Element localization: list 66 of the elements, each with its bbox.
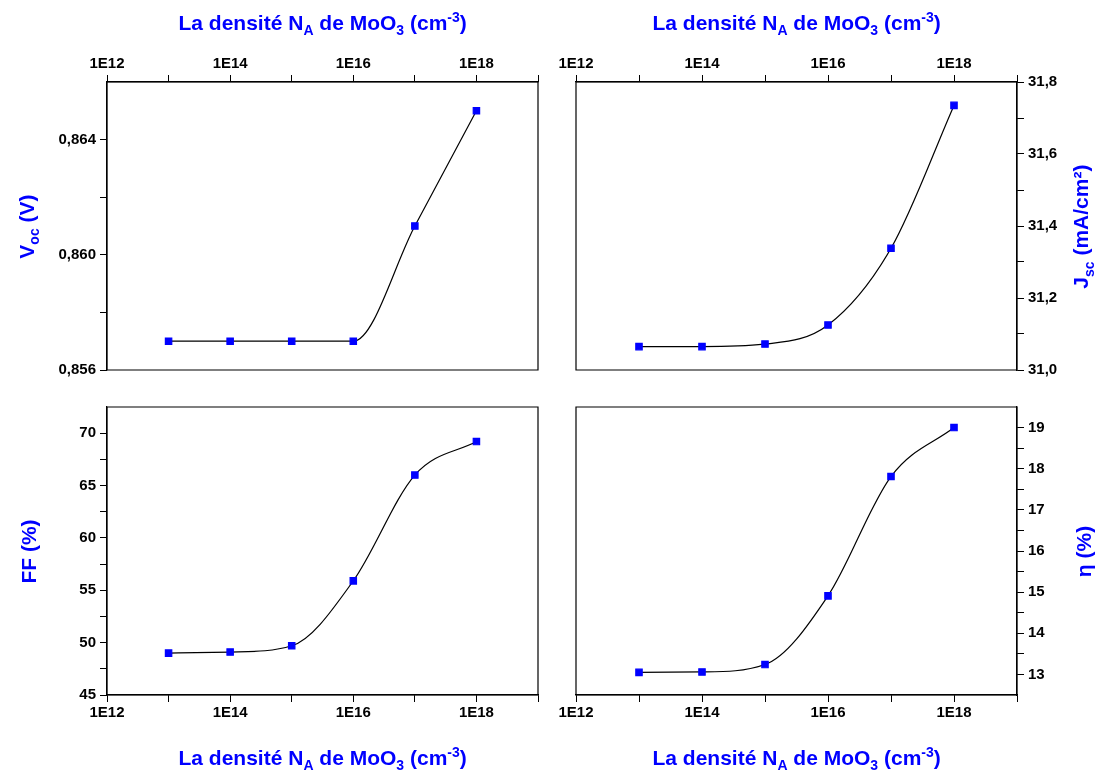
y2-tick-label: 31,4 bbox=[1028, 216, 1058, 234]
y-tick-label: 0,864 bbox=[58, 129, 97, 147]
point bbox=[287, 642, 296, 650]
x-tick-label: 1E18 bbox=[936, 54, 972, 72]
point bbox=[887, 244, 895, 253]
point bbox=[635, 668, 643, 677]
point bbox=[698, 668, 706, 676]
y-axis-title: FF (%) bbox=[16, 518, 40, 584]
y2-tick-label: 31,2 bbox=[1028, 288, 1058, 306]
y2-tick-label: 15 bbox=[1028, 582, 1045, 600]
y-tick-label: 45 bbox=[79, 685, 96, 703]
point bbox=[411, 222, 419, 230]
point bbox=[287, 337, 296, 345]
y2-tick-label: 14 bbox=[1028, 623, 1046, 641]
point bbox=[472, 107, 481, 115]
point bbox=[635, 342, 643, 351]
point bbox=[824, 592, 832, 600]
y2-tick-label: 13 bbox=[1028, 664, 1045, 682]
x-tick-label: 1E12 bbox=[89, 703, 125, 721]
x-tick-label: 1E14 bbox=[212, 54, 249, 72]
point bbox=[950, 423, 958, 432]
x-tick-label: 1E14 bbox=[684, 703, 721, 721]
x-axis-title: La densité N$_{A}$ de MoO$_{3}$ (cm$^{-3}$) bbox=[652, 744, 941, 774]
y-tick-label: 55 bbox=[79, 580, 96, 598]
y-tick-label: 60 bbox=[79, 528, 96, 546]
point bbox=[698, 342, 706, 351]
point bbox=[950, 101, 958, 110]
y2-tick-label: 19 bbox=[1028, 417, 1045, 435]
y2-tick-label: 17 bbox=[1028, 500, 1045, 517]
y2-tick-label: 16 bbox=[1028, 541, 1045, 559]
point bbox=[349, 577, 358, 585]
x-tick-label: 1E16 bbox=[810, 703, 846, 721]
x-tick-label: 1E14 bbox=[684, 54, 721, 72]
y-tick-label: 0,856 bbox=[58, 360, 96, 378]
point bbox=[226, 337, 234, 345]
x-tick-label: 1E12 bbox=[558, 54, 594, 72]
point bbox=[887, 472, 895, 481]
x-tick-label: 1E16 bbox=[810, 54, 846, 72]
point bbox=[164, 337, 173, 345]
x-tick-label: 1E18 bbox=[458, 703, 494, 721]
y2-tick-label: 31,0 bbox=[1028, 360, 1058, 378]
x-tick-label: 1E12 bbox=[89, 54, 125, 72]
x-axis-title: La densité N$_{A}$ de MoO$_{3}$ (cm$^{-3}$) bbox=[178, 744, 467, 774]
y-tick-label: 50 bbox=[79, 632, 96, 650]
point bbox=[411, 471, 419, 479]
point bbox=[761, 660, 769, 669]
point bbox=[164, 649, 173, 657]
y-tick-label: 65 bbox=[79, 475, 96, 493]
x-axis-title: La densité N$_{A}$ de MoO$_{3}$ (cm$^{-3}$) bbox=[178, 9, 467, 39]
point bbox=[226, 648, 234, 656]
x-tick-label: 1E18 bbox=[936, 703, 972, 721]
x-tick-label: 1E16 bbox=[335, 703, 371, 721]
x-tick-label: 1E12 bbox=[558, 703, 594, 721]
x-tick-label: 1E14 bbox=[212, 703, 249, 721]
y2-tick-label: 18 bbox=[1028, 458, 1045, 476]
x-tick-label: 1E18 bbox=[458, 54, 494, 72]
point bbox=[824, 321, 832, 329]
y2-tick-label: 31,8 bbox=[1028, 72, 1058, 90]
x-axis-title: La densité N$_{A}$ de MoO$_{3}$ (cm$^{-3}$) bbox=[652, 9, 941, 39]
y-tick-label: 0,860 bbox=[58, 244, 96, 262]
x-tick-label: 1E16 bbox=[335, 54, 371, 72]
y2-tick-label: 31,6 bbox=[1028, 144, 1058, 162]
point bbox=[349, 337, 358, 345]
point bbox=[761, 340, 769, 348]
y2-axis-title: η (%) bbox=[1071, 525, 1095, 577]
y-tick-label: 70 bbox=[79, 423, 96, 441]
